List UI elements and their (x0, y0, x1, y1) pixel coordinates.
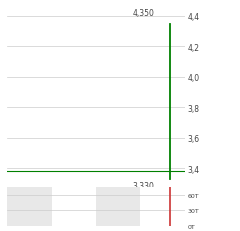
Text: Apr: Apr (18, 187, 32, 196)
Text: 4,350: 4,350 (133, 9, 155, 18)
Text: 3,330: 3,330 (133, 182, 155, 191)
Text: Okt: Okt (109, 187, 122, 196)
Bar (7, 187, 52, 226)
Bar (96, 187, 140, 226)
Text: Jan: Jan (154, 187, 166, 196)
Text: Jul: Jul (66, 187, 76, 196)
